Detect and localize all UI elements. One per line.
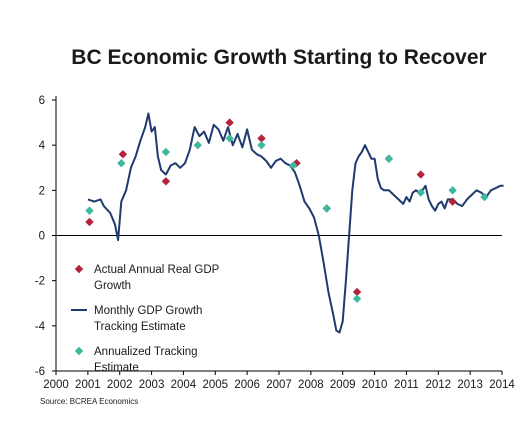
y-tick-label: 0: [39, 231, 45, 243]
series-line-monthly-gdp-tracking: [87, 112, 504, 334]
legend-label: Actual Annual Real GDP: [94, 264, 220, 276]
x-tick-label: 2003: [139, 379, 165, 391]
legend-label: Growth: [94, 280, 131, 292]
legend-label: Monthly GDP Growth: [94, 305, 202, 317]
point-actual-gdp: [448, 197, 457, 206]
point-actual-gdp: [257, 134, 266, 143]
point-actual-gdp: [352, 287, 362, 297]
point-annualized-tracking: [289, 161, 298, 170]
point-actual-gdp: [225, 118, 234, 127]
legend-label: Estimate: [94, 362, 139, 374]
x-tick-label: 2008: [298, 379, 324, 391]
x-tick-label: 2000: [43, 379, 69, 391]
point-actual-gdp: [416, 170, 425, 179]
x-tick-label: 2007: [266, 379, 292, 391]
point-annualized-tracking: [480, 192, 489, 202]
point-actual-gdp: [85, 217, 94, 227]
x-tick-label: 2009: [330, 379, 356, 391]
x-tick-label: 2006: [234, 379, 260, 391]
x-tick-label: 2013: [457, 379, 483, 391]
x-tick-label: 2002: [107, 379, 133, 391]
x-tick-label: 2014: [489, 379, 515, 391]
point-annualized-tracking: [85, 206, 94, 215]
legend: Actual Annual Real GDP Growth Monthly GDP …: [71, 264, 220, 374]
x-tick-label: 2001: [75, 379, 101, 391]
x-tick-label: 2012: [425, 379, 451, 391]
x-tick-label: 2005: [202, 379, 228, 391]
legend-label: Tracking Estimate: [94, 321, 186, 333]
y-tick-label: -6: [35, 366, 45, 378]
point-annualized-tracking: [416, 188, 425, 197]
point-annualized-tracking: [352, 294, 362, 303]
chart-title: BC Economic Growth Starting to Recover: [71, 46, 486, 69]
point-annualized-tracking: [257, 140, 266, 150]
point-actual-gdp: [118, 150, 128, 159]
x-tick-label: 2004: [171, 379, 197, 391]
point-annualized-tracking: [225, 134, 234, 143]
x-tick-label: 2011: [394, 379, 419, 391]
legend-label: Annualized Tracking: [94, 346, 198, 358]
source-note: Source: BCREA Economics: [40, 397, 138, 406]
y-tick-label: -4: [35, 321, 46, 333]
point-annualized-tracking: [193, 140, 202, 150]
legend-marker-diamond: [74, 264, 84, 274]
y-tick-label: 4: [39, 140, 46, 152]
y-tick-label: -2: [35, 276, 45, 288]
point-annualized-tracking: [448, 186, 457, 195]
point-annualized-tracking: [384, 154, 394, 163]
legend-marker-diamond: [74, 346, 84, 356]
y-tick-label: 6: [39, 95, 45, 107]
point-annualized-tracking: [161, 147, 171, 157]
point-actual-gdp: [161, 177, 171, 186]
y-tick-label: 2: [39, 185, 45, 197]
point-annualized-tracking: [117, 159, 126, 168]
point-annualized-tracking: [322, 204, 331, 213]
x-tick-label: 2010: [362, 379, 388, 391]
